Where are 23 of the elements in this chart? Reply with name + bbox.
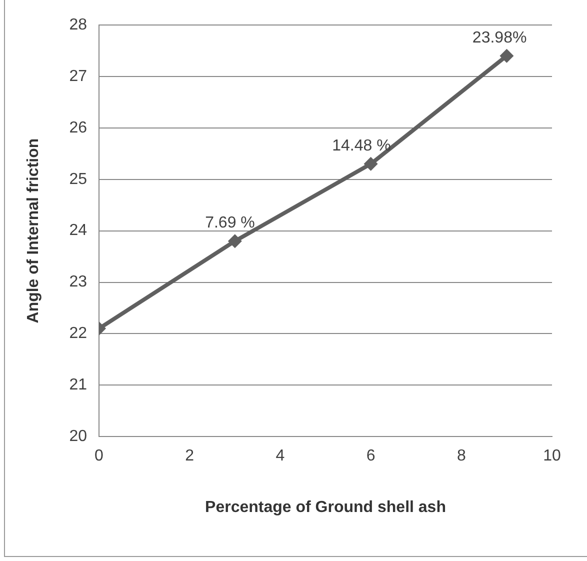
x-tick-label: 6 — [366, 448, 376, 465]
annotation: 23.98% — [472, 29, 527, 46]
x-tick-label: 2 — [185, 448, 194, 465]
y-tick-label: 23 — [69, 274, 88, 291]
point — [228, 234, 242, 248]
annotation: 7.69 % — [205, 214, 255, 232]
x-axis-title: Percentage of Ground shell ash — [205, 498, 446, 516]
y-tick-label: 20 — [69, 428, 88, 446]
x-tick-label: 10 — [543, 448, 561, 465]
x-tick-label: 8 — [456, 448, 466, 465]
y-tick-label: 27 — [69, 68, 88, 85]
x-tick-label: 4 — [276, 448, 285, 465]
y-tick-label: 22 — [69, 325, 88, 342]
y-tick-label: 21 — [69, 376, 88, 394]
y-tick-label: 25 — [69, 170, 88, 188]
y-tick-label: 24 — [69, 222, 88, 240]
point — [364, 156, 378, 171]
point — [500, 48, 514, 63]
y-tick-label: 28 — [69, 16, 88, 34]
x-tick-label: 0 — [94, 448, 104, 465]
y-tick-label: 26 — [69, 119, 88, 136]
y-axis-title: Angle of Internal friction — [25, 138, 42, 324]
annotation: 14.48 % — [332, 137, 391, 154]
